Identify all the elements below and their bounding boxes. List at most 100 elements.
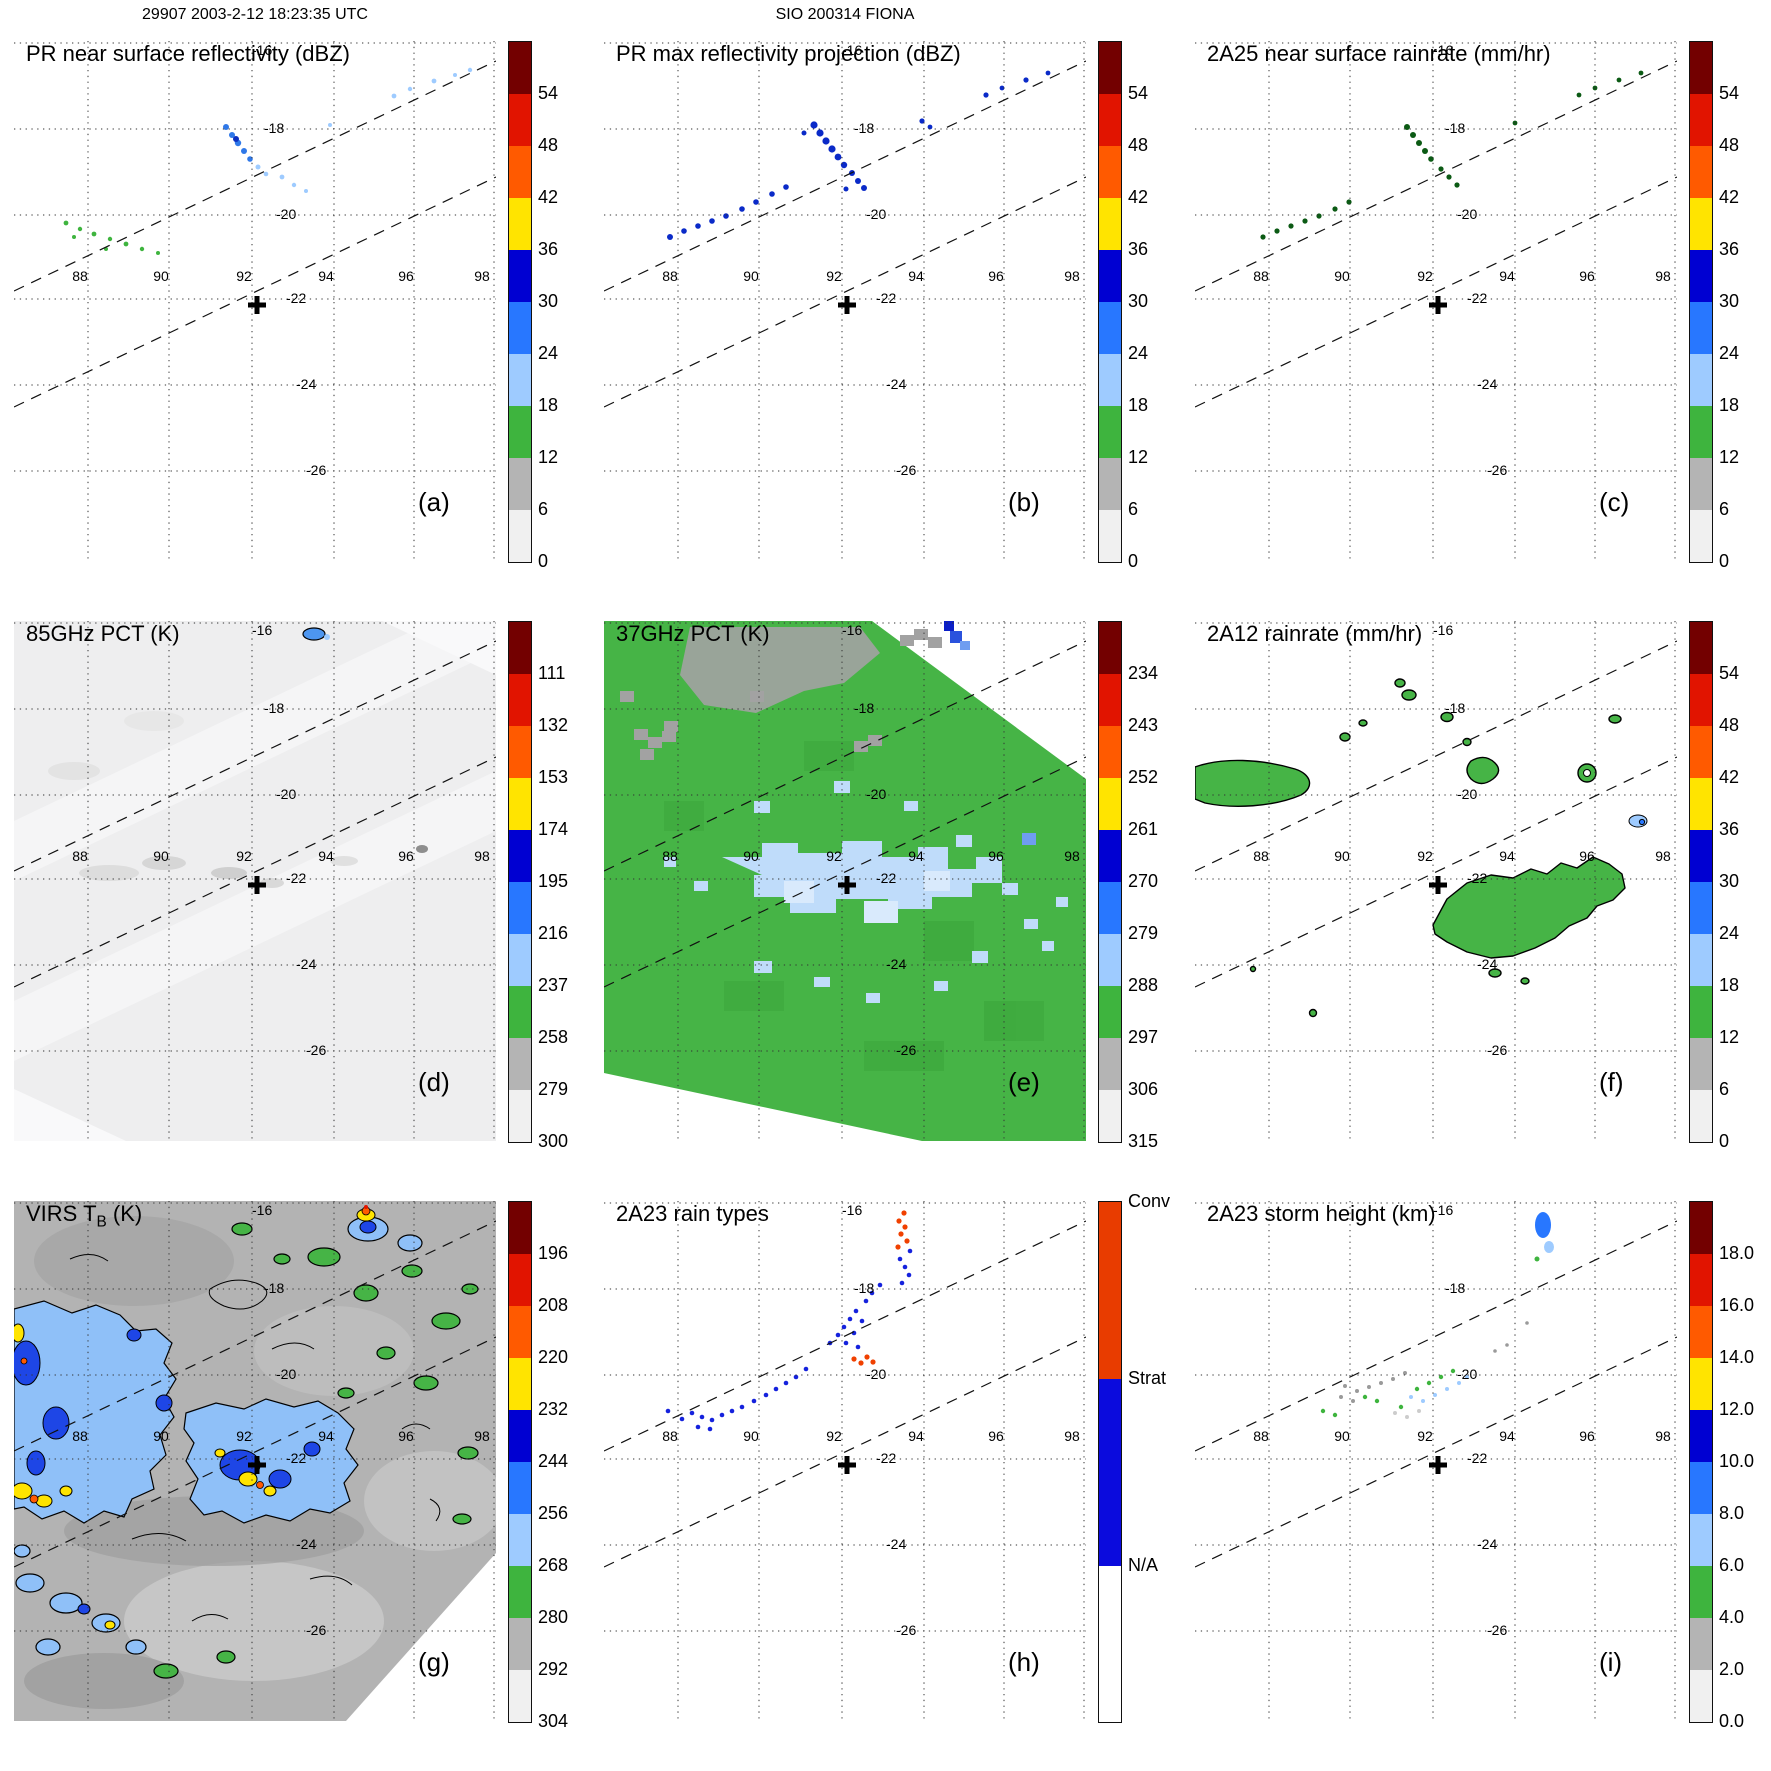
colorbar-tick-label: 288 <box>1128 975 1159 995</box>
map-tick-labels: 88 90 92 94 96 98 -16 -18 -20 -22 -24 -26 <box>1253 42 1671 478</box>
lat-tick-label: -18 <box>1445 700 1465 716</box>
colorbar-segment <box>1099 622 1121 674</box>
panel-d: 88 90 92 94 96 98 -16 -18 -20 -22 -24 -26 85GHz PCT… <box>0 611 590 1191</box>
colorbar-tick-label: 270 <box>1128 871 1159 891</box>
lon-tick-label: 90 <box>153 848 169 864</box>
colorbar-tick-label: 268 <box>538 1555 569 1575</box>
colorbar-segment <box>509 622 531 674</box>
colorbar-segment <box>509 882 531 934</box>
lat-tick-label: -20 <box>276 1366 296 1382</box>
colorbar-segment <box>1099 1090 1121 1142</box>
map-canvas: 88 90 92 94 96 98 -16 -18 -20 -22 -24 -26 <box>604 41 1086 561</box>
colorbar-tick-label: 220 <box>538 1347 569 1367</box>
colorbar-tick-label: 54 <box>1719 663 1740 683</box>
colorbar-tick-label: 279 <box>1128 923 1159 943</box>
lat-tick-label: -24 <box>296 1536 316 1552</box>
colorbar-tick-label: 42 <box>1719 187 1740 207</box>
colorbar-tick-label: 4.0 <box>1719 1607 1745 1627</box>
map-d: 88 90 92 94 96 98 -16 -18 -20 -22 -24 -26 85GHz PCT… <box>14 621 496 1141</box>
colorbar-tick-label: 12 <box>1719 447 1740 467</box>
colorbar-segment <box>1099 94 1121 146</box>
lon-tick-label: 94 <box>1499 848 1515 864</box>
colorbar-tick-label: 306 <box>1128 1079 1159 1099</box>
colorbar-segment <box>509 458 531 510</box>
lat-tick-label: -24 <box>296 376 316 392</box>
lat-tick-label: -26 <box>306 1622 326 1638</box>
colorbar-tick-label: 6 <box>1719 1079 1730 1099</box>
lon-tick-label: 96 <box>988 848 1004 864</box>
panel-i: 88 90 92 94 96 98 -16 -18 -20 -22 -24 -26 2A23 stor… <box>1181 1191 1771 1771</box>
lat-tick-label: -16 <box>252 42 272 58</box>
colorbar-tick-label: Strat <box>1128 1367 1167 1388</box>
lon-tick-label: 88 <box>662 1428 678 1444</box>
colorbar-segment <box>1099 934 1121 986</box>
lon-tick-label: 90 <box>1334 848 1350 864</box>
colorbar-tick-label: 0 <box>538 551 549 571</box>
lon-tick-label: 94 <box>1499 268 1515 284</box>
colorbar-segment <box>1099 674 1121 726</box>
panel-title: PR near surface reflectivity (dBZ) <box>26 41 350 66</box>
lon-tick-label: 88 <box>662 268 678 284</box>
panel-title: VIRS TB (K) <box>26 1201 143 1231</box>
colorbar-segment <box>509 1038 531 1090</box>
colorbar-tick-label: 54 <box>1128 83 1149 103</box>
colorbar-segment <box>1690 302 1712 354</box>
colorbar-segment <box>1099 42 1121 94</box>
colorbar-segment <box>509 94 531 146</box>
lat-tick-label: -26 <box>306 1042 326 1058</box>
colorbar-segment <box>1690 1670 1712 1722</box>
colorbar-tick-label: 48 <box>1719 135 1740 155</box>
lat-tick-label: -22 <box>286 870 306 886</box>
map-e: 88 90 92 94 96 98 -16 -18 -20 -22 -24 -26 37GHz PCT… <box>604 621 1086 1141</box>
map-tick-labels: 88 90 92 94 96 98 -16 -18 -20 -22 -24 -26 <box>662 1202 1080 1638</box>
lon-tick-label: 90 <box>153 268 169 284</box>
map-i: 88 90 92 94 96 98 -16 -18 -20 -22 -24 -26 2A23 stor… <box>1195 1201 1677 1721</box>
colorbar-tick-label: 24 <box>1128 343 1149 363</box>
lat-tick-label: -18 <box>264 120 284 136</box>
colorbar-tick-label: 10.0 <box>1719 1451 1755 1471</box>
lon-tick-label: 90 <box>1334 268 1350 284</box>
colorbar-tick-label: 6.0 <box>1719 1555 1745 1575</box>
colorbar-segment <box>509 1358 531 1410</box>
lat-tick-label: -22 <box>1467 870 1487 886</box>
lon-tick-label: 90 <box>743 848 759 864</box>
colorbar-segment <box>509 830 531 882</box>
lat-tick-label: -20 <box>866 786 886 802</box>
colorbar-segment <box>1690 146 1712 198</box>
panel-letter: (i) <box>1599 1647 1623 1677</box>
lat-tick-label: -24 <box>1477 1536 1497 1552</box>
panel-letter: (b) <box>1008 487 1040 517</box>
colorbar-segment <box>1099 986 1121 1038</box>
colorbar-tick-label: 36 <box>1719 819 1740 839</box>
map-canvas: 88 90 92 94 96 98 -16 -18 -20 -22 -24 -26 <box>14 41 496 561</box>
map-tick-labels: 88 90 92 94 96 98 -16 -18 -20 -22 -24 -26 <box>72 42 490 478</box>
colorbar-segment <box>1099 510 1121 562</box>
colorbar-segment <box>1690 406 1712 458</box>
colorbar-segment <box>509 726 531 778</box>
colorbar-segment <box>509 934 531 986</box>
lat-tick-label: -26 <box>306 462 326 478</box>
colorbar <box>1098 621 1122 1143</box>
lat-tick-label: -16 <box>842 622 862 638</box>
colorbar-segment <box>509 674 531 726</box>
map-tick-labels: 88 90 92 94 96 98 -16 -18 -20 -22 -24 -26 <box>72 622 490 1058</box>
colorbar-labels: 54 48 42 36 30 24 18 12 6 0 <box>1719 41 1771 570</box>
colorbar-tick-label: 16.0 <box>1719 1295 1755 1315</box>
colorbar-tick-label: Conv <box>1128 1191 1171 1211</box>
lat-tick-label: -18 <box>1445 1280 1465 1296</box>
colorbar-segment <box>1690 622 1712 674</box>
lon-tick-label: 94 <box>1499 1428 1515 1444</box>
colorbar-segment <box>1099 146 1121 198</box>
colorbar-labels: Conv Strat N/A <box>1128 1192 1180 1721</box>
colorbar-segment <box>1690 1566 1712 1618</box>
colorbar-tick-label: 54 <box>1719 83 1740 103</box>
colorbar-tick-label: 54 <box>538 83 559 103</box>
colorbar-segment <box>1690 1410 1712 1462</box>
lat-tick-label: -20 <box>1457 1366 1477 1382</box>
map-canvas: 88 90 92 94 96 98 -16 -18 -20 -22 -24 -26 <box>1195 621 1677 1141</box>
colorbar-segment <box>1690 674 1712 726</box>
orbit-datetime-header: 29907 2003-2-12 18:23:35 UTC <box>142 6 368 23</box>
colorbar-tick-label: 36 <box>538 239 559 259</box>
colorbar-segment <box>1690 1358 1712 1410</box>
colorbar-tick-label: 18 <box>1128 395 1149 415</box>
